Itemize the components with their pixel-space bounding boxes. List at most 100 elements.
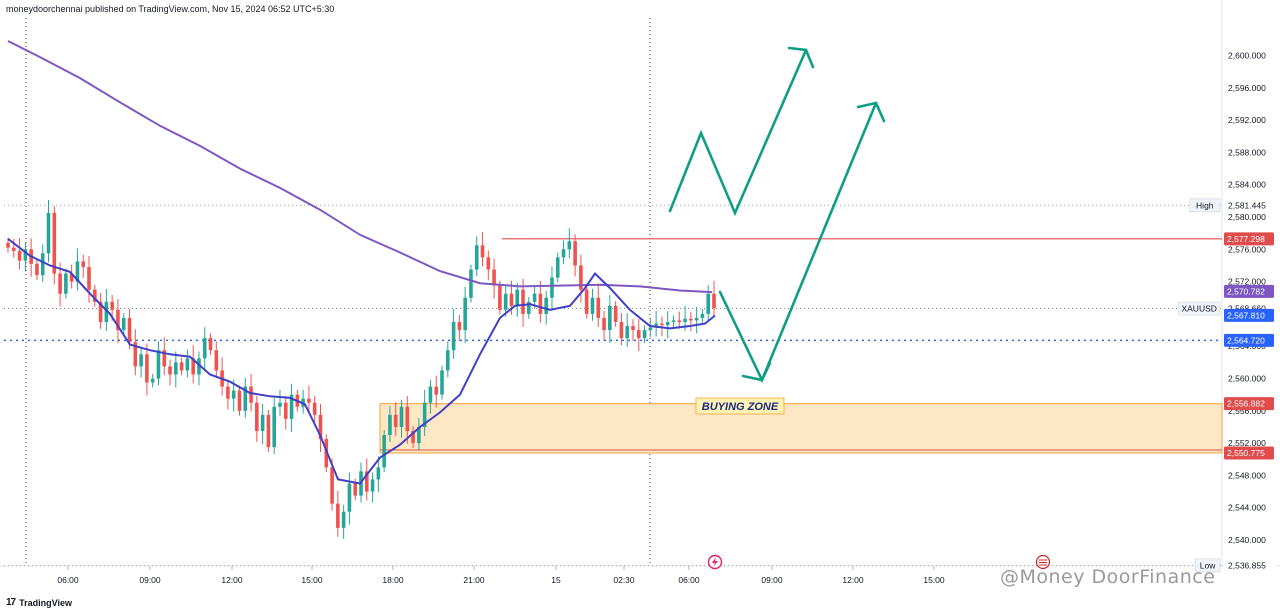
candle bbox=[451, 309, 456, 360]
price-tag-bg bbox=[1224, 397, 1274, 411]
candle bbox=[98, 292, 103, 329]
buying-zone-label: BUYING ZONE bbox=[702, 401, 779, 413]
candle bbox=[584, 284, 589, 319]
candle-body bbox=[278, 402, 282, 407]
candle-body bbox=[474, 245, 479, 270]
candle bbox=[220, 357, 224, 396]
candle bbox=[515, 282, 520, 317]
price-tag-label: XAUUSD bbox=[1181, 304, 1216, 314]
time-tick-label: 02:30 bbox=[613, 575, 635, 585]
candle-body bbox=[636, 330, 641, 339]
price-tag-value: 2,536.855 bbox=[1228, 560, 1266, 570]
candle bbox=[631, 319, 635, 341]
price-tick-label: 2,548.000 bbox=[1228, 470, 1266, 480]
candle bbox=[283, 395, 288, 430]
fast-moving-average bbox=[7, 238, 716, 485]
projection-arrow-down-up bbox=[718, 101, 878, 384]
candle-body bbox=[243, 386, 248, 411]
candle bbox=[58, 262, 62, 307]
candle bbox=[208, 333, 213, 356]
candle bbox=[231, 379, 236, 412]
candle bbox=[677, 311, 682, 329]
candle bbox=[116, 298, 120, 343]
candle-body bbox=[665, 321, 670, 326]
price-tag: 2,550.775 bbox=[1224, 446, 1274, 460]
candle-body bbox=[527, 301, 531, 314]
candle-body bbox=[347, 483, 352, 512]
candle-body bbox=[81, 261, 86, 268]
arrowhead-up-2 bbox=[856, 101, 886, 123]
candle-body bbox=[382, 435, 386, 468]
candle-body bbox=[642, 330, 647, 339]
candle-body bbox=[608, 305, 612, 331]
watermark: @Money DoorFinance bbox=[1000, 566, 1216, 588]
candle bbox=[393, 401, 398, 436]
candle-body bbox=[23, 249, 28, 261]
candle bbox=[527, 296, 531, 319]
price-tick-label: 2,552.000 bbox=[1228, 438, 1266, 448]
candle bbox=[665, 311, 670, 339]
candle bbox=[434, 375, 439, 408]
candle-body bbox=[145, 354, 149, 383]
candle bbox=[619, 313, 624, 345]
candle bbox=[561, 240, 566, 265]
candle-body bbox=[683, 318, 687, 322]
candle-body bbox=[515, 289, 520, 306]
price-tick-label: 2,600.000 bbox=[1228, 51, 1266, 61]
candle-body bbox=[393, 414, 398, 427]
candle-body bbox=[503, 293, 508, 310]
price-tick-label: 2,592.000 bbox=[1228, 115, 1266, 125]
price-tag-label-box bbox=[1194, 558, 1221, 573]
candle-body bbox=[116, 309, 120, 331]
price-tick-label: 2,588.000 bbox=[1228, 147, 1266, 157]
candle-body bbox=[69, 273, 74, 282]
candle bbox=[498, 280, 502, 315]
candle bbox=[17, 237, 22, 270]
flag-stripes-icon bbox=[1039, 559, 1047, 566]
time-tick-label: 15:00 bbox=[301, 575, 323, 585]
candle bbox=[46, 200, 51, 263]
candle-body bbox=[11, 247, 16, 251]
candle-body bbox=[712, 293, 716, 309]
candle-body bbox=[312, 402, 317, 415]
buying-zone-rect bbox=[379, 403, 1223, 454]
time-tick-label: 09:00 bbox=[139, 575, 161, 585]
tradingview-logo[interactable]: 17 TradingView bbox=[6, 597, 72, 608]
candle-body bbox=[457, 321, 462, 331]
candle-body bbox=[226, 386, 230, 399]
candle bbox=[174, 351, 178, 388]
candle-body bbox=[208, 338, 213, 351]
candle bbox=[463, 286, 467, 343]
price-tag-bg bbox=[1224, 333, 1274, 347]
price-tag-label: Low bbox=[1200, 560, 1216, 570]
candle-body bbox=[498, 285, 502, 310]
candle-body bbox=[289, 394, 294, 419]
candle bbox=[133, 329, 138, 376]
candle bbox=[301, 389, 305, 414]
candle bbox=[405, 395, 410, 444]
candle bbox=[336, 490, 340, 537]
price-tag: 2,564.720 bbox=[1224, 333, 1274, 347]
time-axis: 06:00 09:00 12:00 15:00 18:00 21:00 15 02:30 06:… bbox=[57, 554, 1051, 585]
candle-body bbox=[35, 263, 39, 276]
candle-body bbox=[197, 358, 201, 375]
candle-body bbox=[579, 265, 583, 290]
candle bbox=[613, 300, 618, 327]
candle-body bbox=[324, 439, 329, 468]
candle bbox=[312, 395, 317, 426]
candle-body bbox=[162, 350, 167, 367]
candle bbox=[411, 426, 415, 448]
candle bbox=[550, 266, 554, 311]
candle-body bbox=[307, 398, 311, 403]
candle bbox=[243, 377, 248, 418]
candle-body bbox=[336, 503, 340, 528]
candle bbox=[486, 250, 491, 281]
arrowhead-down bbox=[741, 361, 772, 382]
moving-averages-layer bbox=[7, 40, 716, 485]
candle bbox=[382, 430, 386, 473]
candle bbox=[608, 294, 612, 343]
candle bbox=[417, 418, 421, 450]
candle bbox=[712, 280, 716, 318]
candle-body bbox=[260, 414, 265, 431]
